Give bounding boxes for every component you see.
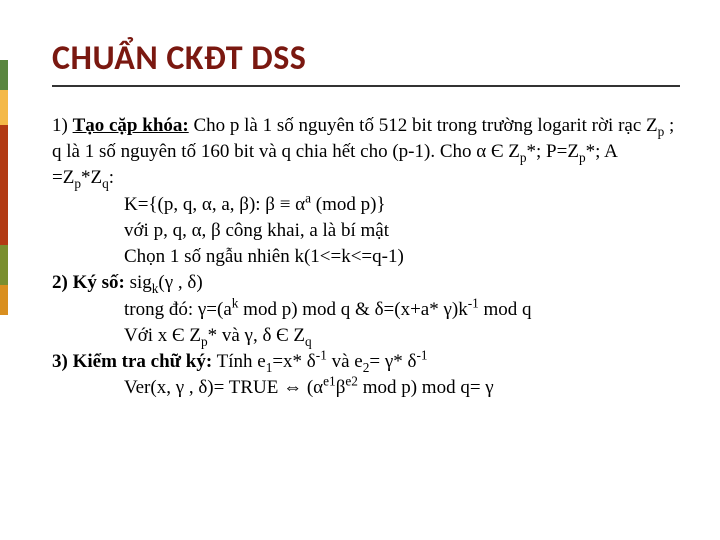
paragraph-3: 3) Kiểm tra chữ ký: Tính e1=x* δ-1 và e2… (52, 349, 680, 375)
text: *Z (81, 167, 102, 188)
text: 1) (52, 115, 73, 136)
text: mod p) mod q= γ (358, 377, 494, 398)
text: (γ , δ) (158, 272, 202, 293)
subscript: p (520, 150, 527, 165)
text: K={(p, q, α, a, β): β ≡ α (124, 194, 305, 215)
text: (mod p)} (311, 194, 386, 215)
line-public: với p, q, α, β công khai, a là bí mật (52, 218, 680, 244)
slide-title: CHUẨN CKĐT DSS (52, 38, 680, 79)
line-gamma-delta: trong đó: γ=(ak mod p) mod q & δ=(x+a* γ… (52, 297, 680, 323)
text: =x* δ (272, 351, 315, 372)
accent-segment (0, 125, 8, 245)
accent-segment (0, 245, 8, 285)
paragraph-2: 2) Ký số: sigk(γ , δ) (52, 270, 680, 296)
text: : (109, 167, 114, 188)
accent-segment (0, 315, 8, 540)
text: mod q (479, 299, 532, 320)
accent-bar (0, 10, 8, 540)
text: và e (327, 351, 363, 372)
text: * và γ, δ Є Z (208, 325, 305, 346)
text: β (336, 377, 346, 398)
section-label-3: 3) Kiểm tra chữ ký: (52, 351, 212, 372)
superscript: e2 (345, 374, 358, 389)
line-k: K={(p, q, α, a, β): β ≡ αa (mod p)} (52, 192, 680, 218)
superscript: -1 (416, 348, 427, 363)
section-label-2: 2) Ký số: (52, 272, 125, 293)
subscript: p (579, 150, 586, 165)
paragraph-1: 1) Tạo cặp khóa: Cho p là 1 số nguyên tố… (52, 113, 680, 192)
text: Tính e (212, 351, 265, 372)
accent-segment (0, 60, 8, 90)
subscript: p (74, 176, 81, 191)
text: trong đó: γ=(a (124, 299, 232, 320)
text: mod p) mod q & δ=(x+a* γ)k (238, 299, 467, 320)
slide: CHUẨN CKĐT DSS 1) Tạo cặp khóa: Cho p là… (0, 0, 720, 540)
subscript: p (201, 334, 208, 349)
text: *; P=Z (527, 141, 579, 162)
text: Cho p là 1 số nguyên tố 512 bit trong tr… (189, 115, 658, 136)
section-label-1: Tạo cặp khóa: (73, 115, 189, 136)
superscript: -1 (468, 295, 479, 310)
text: Ver(x, γ , δ)= TRUE ⇔ (α (124, 377, 323, 398)
subscript: q (102, 176, 109, 191)
superscript: e1 (323, 374, 336, 389)
slide-body: 1) Tạo cặp khóa: Cho p là 1 số nguyên tố… (52, 113, 680, 401)
accent-segment (0, 285, 8, 315)
subscript: q (305, 334, 312, 349)
text: sig (125, 272, 152, 293)
text: Với x Є Z (124, 325, 201, 346)
line-with-x: Với x Є Zp* và γ, δ Є Zq (52, 323, 680, 349)
superscript: -1 (316, 348, 327, 363)
accent-segment (0, 10, 8, 60)
line-choose-k: Chọn 1 số ngẫu nhiên k(1<=k<=q-1) (52, 244, 680, 270)
accent-segment (0, 90, 8, 125)
line-verify: Ver(x, γ , δ)= TRUE ⇔ (αe1βe2 mod p) mod… (52, 375, 680, 401)
title-rule (52, 85, 680, 87)
text: = γ* δ (369, 351, 416, 372)
